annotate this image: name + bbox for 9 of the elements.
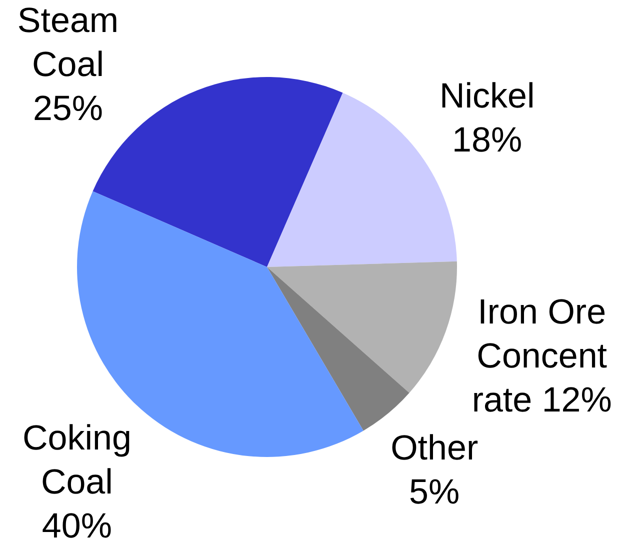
data-label: 18% [452, 120, 522, 160]
data-label: 25% [32, 88, 104, 128]
data-label: 40% [42, 506, 112, 545]
slice-label: Nickel [439, 76, 535, 116]
slice-label: Iron Ore Concentrate 12% [472, 292, 612, 420]
data-label: 5% [409, 472, 460, 512]
slice-label: Other [390, 428, 478, 468]
slice-label: Steam Coal [17, 0, 119, 84]
slice-label: Coking Coal [22, 418, 132, 502]
